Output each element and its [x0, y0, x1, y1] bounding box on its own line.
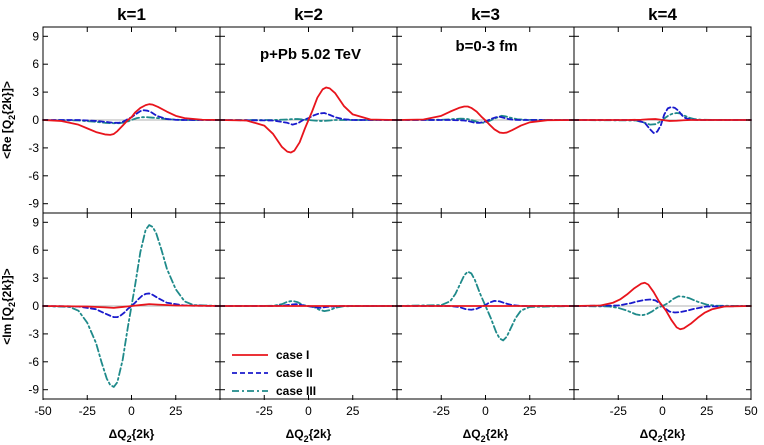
x-tick-label: -25	[610, 404, 628, 418]
x-tick-label: 25	[700, 404, 714, 418]
series-line-case-ii	[219, 112, 398, 126]
series-line-case-i	[573, 281, 752, 331]
panel-row2-col3	[396, 212, 575, 400]
y-tick-label: -9	[28, 383, 39, 397]
y-tick-label: 0	[32, 113, 39, 127]
y-axis-label-row2: <Im [Q2{2k}]>	[0, 268, 17, 344]
y-tick-label: 9	[32, 29, 39, 43]
x-tick-label: 25	[169, 404, 183, 418]
y-axis-label-row1: <Re [Q2{2k}]>	[0, 81, 17, 159]
series-line-case-i	[42, 303, 221, 309]
x-axis-label: ΔQ2{2k}	[286, 427, 332, 444]
legend-label: case II	[276, 366, 313, 380]
series-line-case-i	[219, 86, 398, 154]
y-tick-label: -9	[28, 197, 39, 211]
series-line-case-iii	[396, 270, 575, 342]
y-tick-label: 6	[32, 243, 39, 257]
x-tick-label: -25	[256, 404, 274, 418]
series-line-case-iii	[573, 112, 752, 126]
y-tick-label: 3	[32, 85, 39, 99]
x-tick-label: 0	[482, 404, 489, 418]
column-title-k2: k=2	[294, 5, 323, 24]
y-tick-label: 9	[32, 215, 39, 229]
panel-row2-col4	[573, 212, 752, 400]
legend-label: case III	[276, 384, 316, 398]
series-line-case-ii	[42, 109, 221, 124]
annotation-collision-system: p+Pb 5.02 TeV	[260, 46, 361, 63]
series-line-case-ii	[396, 299, 575, 311]
legend-label: case I	[276, 348, 309, 362]
column-title-k1: k=1	[117, 5, 146, 24]
x-axis-label: ΔQ2{2k}	[109, 427, 155, 444]
x-tick-label: -50	[34, 404, 52, 418]
y-tick-label: 0	[32, 299, 39, 313]
x-axis-label: ΔQ2{2k}	[640, 427, 686, 444]
panel-row1-col1	[42, 26, 221, 214]
y-tick-label: -6	[28, 355, 39, 369]
series-line-case-iii	[219, 118, 398, 122]
x-tick-label: 50	[744, 404, 758, 418]
series-line-case-i	[42, 103, 221, 136]
series-line-case-i	[396, 105, 575, 134]
x-axis-label: ΔQ2{2k}	[463, 427, 509, 444]
panel-row2-col1	[42, 212, 221, 400]
x-tick-label: 0	[305, 404, 312, 418]
x-tick-label: 0	[128, 404, 135, 418]
panel-row1-col4	[573, 26, 752, 214]
y-tick-label: 3	[32, 271, 39, 285]
x-tick-label: 0	[659, 404, 666, 418]
annotation-impact-parameter: b=0-3 fm	[455, 38, 517, 55]
x-tick-label: 25	[346, 404, 360, 418]
y-tick-label: 6	[32, 57, 39, 71]
column-title-k4: k=4	[648, 5, 677, 24]
legend-item-case-ii: case II	[232, 366, 313, 380]
series-line-case-ii	[573, 106, 752, 134]
series-line-case-ii	[42, 292, 221, 319]
y-tick-label: -3	[28, 141, 39, 155]
y-tick-label: -6	[28, 169, 39, 183]
series-line-case-i	[573, 118, 752, 122]
legend-item-case-iii: case III	[232, 384, 316, 398]
series-line-case-ii	[396, 115, 575, 124]
column-title-k3: k=3	[471, 5, 500, 24]
x-tick-label: 25	[523, 404, 537, 418]
y-tick-label: -3	[28, 327, 39, 341]
legend-item-case-i: case I	[232, 348, 309, 362]
x-tick-label: -25	[79, 404, 97, 418]
x-tick-label: -25	[433, 404, 451, 418]
